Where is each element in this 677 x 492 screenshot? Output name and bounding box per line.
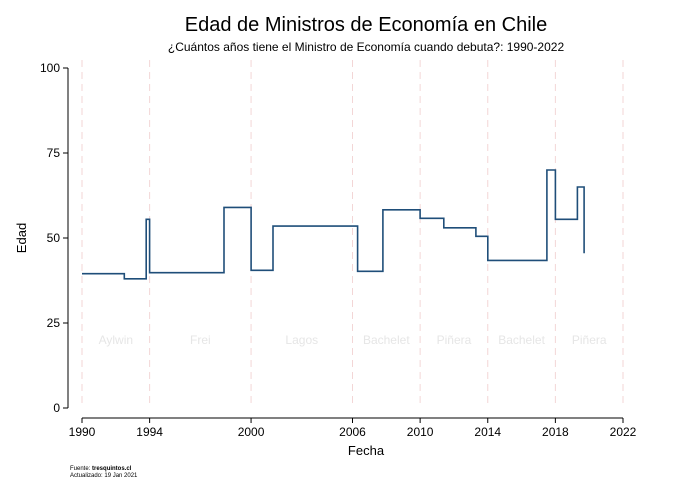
series-line [82,169,585,280]
x-tick-label: 1990 [69,425,96,439]
x-tick-label: 2018 [542,425,569,439]
x-tick-label: 2006 [339,425,366,439]
y-axis-title: Edad [14,223,29,253]
reference-lines [81,60,624,408]
region-label: Frei [190,333,211,347]
chart-title: Edad de Ministros de Economía en Chile [185,14,547,36]
source-prefix: Fuente: [70,466,92,472]
x-tick-label: 2022 [610,425,637,439]
x-tick-label: 1994 [136,425,163,439]
y-tick-label: 50 [47,231,61,245]
source-name: tresquintos.cl [92,466,132,472]
y-axis: 0 25 50 75 100 [40,61,69,415]
y-tick-label: 0 [53,401,60,415]
series-group [82,169,585,280]
y-tick-label: 100 [40,61,60,75]
x-tick-label: 2000 [238,425,265,439]
region-label: Bachelet [363,333,410,347]
x-axis-title: Fecha [348,443,385,458]
x-axis: 1990 1994 2000 2006 2010 2014 2018 2022 [69,417,637,439]
y-tick-label: 25 [47,316,61,330]
region-label: Piñera [572,333,607,347]
region-label: Lagos [285,333,318,347]
region-label: Bachelet [498,333,545,347]
region-labels: Aylwin Frei Lagos Bachelet Piñera Bachelet Piñ… [99,333,607,347]
region-label: Piñera [437,333,472,347]
x-tick-label: 2014 [474,425,501,439]
y-tick-label: 75 [47,146,61,160]
source-note: Fuente: tresquintos.cl [70,466,132,472]
updated-note: Actualizado: 19 Jan 2021 [70,473,138,479]
chart-subtitle: ¿Cuántos años tiene el Ministro de Econo… [168,40,565,54]
region-label: Aylwin [99,333,133,347]
x-tick-label: 2010 [407,425,434,439]
